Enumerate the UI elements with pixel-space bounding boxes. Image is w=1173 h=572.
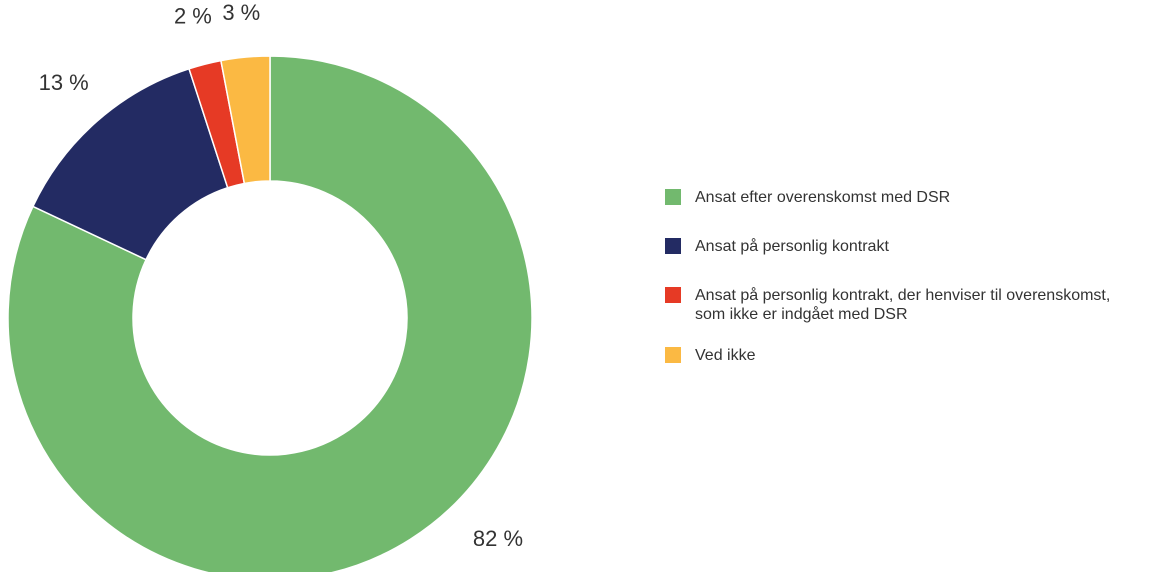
slice-label-overenskomst-dsr: 82 % [473, 526, 523, 551]
donut-chart: 82 % 13 % 2 % 3 % [7, 0, 533, 572]
legend-item-overenskomst-dsr: Ansat efter overenskomst med DSR [665, 188, 1170, 207]
slice-label-ved-ikke: 3 % [222, 0, 260, 25]
legend-label: Ansat på personlig kontrakt, der henvise… [695, 287, 1111, 323]
slice-ved-ikke [220, 55, 271, 185]
slice-overenskomst-dsr [7, 55, 533, 572]
legend-swatch [665, 189, 681, 205]
legend-label: Ved ikke [695, 347, 756, 364]
legend-item-ved-ikke: Ved ikke [665, 346, 1170, 365]
legend-item-anden-overenskomst: Ansat på personlig kontrakt, der henvise… [665, 286, 1170, 324]
legend-label: Ansat efter overenskomst med DSR [695, 189, 951, 206]
legend-swatch [665, 347, 681, 363]
slice-label-personlig-kontrakt: 13 % [39, 70, 89, 95]
legend-label: Ansat på personlig kontrakt [695, 238, 889, 255]
legend-swatch [665, 238, 681, 254]
legend-item-personlig-kontrakt: Ansat på personlig kontrakt [665, 237, 1170, 256]
slice-label-anden-overenskomst: 2 % [174, 4, 212, 29]
legend-swatch [665, 287, 681, 303]
legend: Ansat efter overenskomst med DSR Ansat p… [665, 188, 1170, 395]
